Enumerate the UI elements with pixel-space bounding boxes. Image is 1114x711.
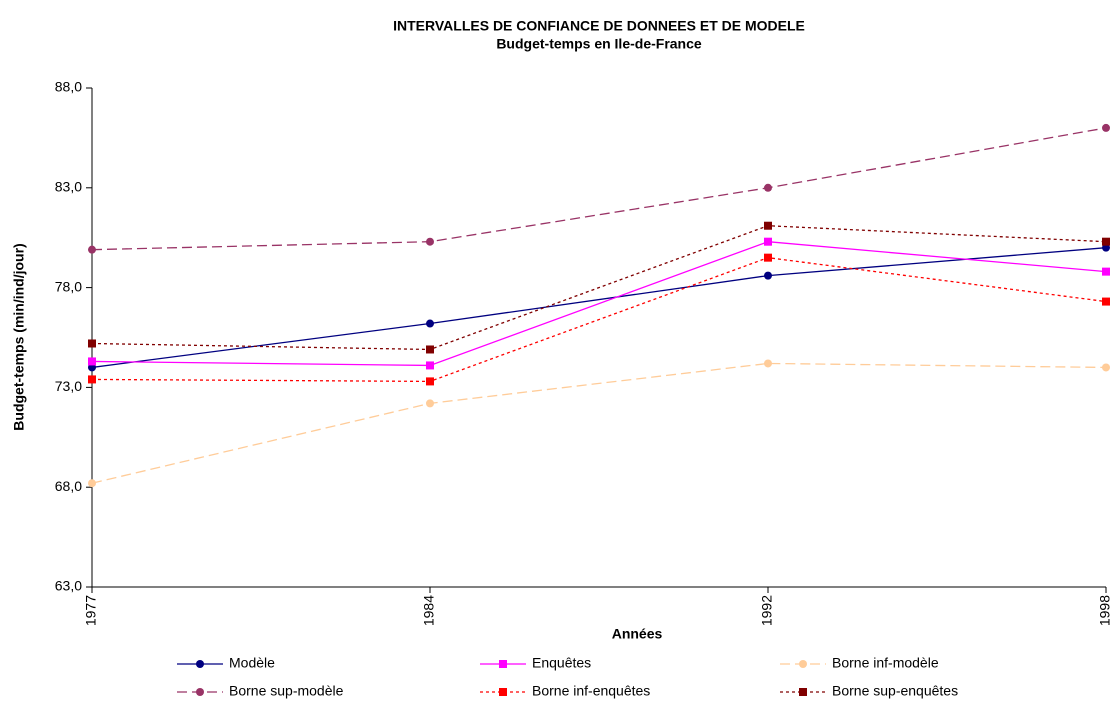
- data-point: [426, 319, 434, 328]
- legend-marker: [799, 688, 807, 696]
- data-point: [88, 245, 96, 254]
- legend-label: Borne sup-enquêtes: [832, 683, 958, 699]
- data-point: [1102, 237, 1110, 246]
- data-point: [426, 237, 434, 246]
- data-point: [88, 339, 96, 348]
- data-point: [764, 271, 772, 280]
- legend-label: Borne inf-modèle: [832, 655, 939, 671]
- data-point: [88, 479, 96, 488]
- series-line: [91, 247, 1107, 369]
- x-tick-label: 1984: [421, 595, 437, 626]
- y-axis-label: Budget-temps (min/ind/jour): [11, 243, 27, 430]
- data-point: [1102, 297, 1110, 306]
- series-line: [91, 225, 1107, 351]
- y-tick-label: 78,0: [55, 278, 82, 294]
- x-tick-label: 1992: [759, 595, 775, 626]
- legend-label: Borne sup-modèle: [229, 683, 344, 699]
- data-point: [764, 221, 772, 230]
- data-point: [88, 357, 96, 366]
- data-point: [764, 253, 772, 262]
- data-point: [426, 345, 434, 354]
- chart-subtitle: Budget-temps en Ile-de-France: [496, 36, 702, 52]
- legend-marker: [499, 688, 507, 696]
- data-point: [764, 183, 772, 192]
- series-line: [91, 127, 1107, 251]
- series-line: [91, 256, 1107, 383]
- data-point: [88, 375, 96, 384]
- x-axis-label: Années: [612, 626, 663, 642]
- data-point: [1102, 123, 1110, 132]
- data-point: [426, 361, 434, 370]
- legend-marker: [196, 688, 204, 696]
- data-point: [426, 399, 434, 408]
- legend-marker: [499, 660, 507, 668]
- y-tick-label: 63,0: [55, 578, 82, 594]
- data-point: [1102, 267, 1110, 276]
- y-tick-label: 73,0: [55, 378, 82, 394]
- y-tick-label: 83,0: [55, 179, 82, 195]
- data-point: [426, 377, 434, 386]
- y-tick-label: 68,0: [55, 478, 82, 494]
- legend-label: Borne inf-enquêtes: [532, 683, 650, 699]
- data-point: [764, 237, 772, 246]
- legend-marker: [799, 660, 807, 668]
- legend-label: Enquêtes: [532, 655, 591, 671]
- legend-marker: [196, 660, 204, 668]
- series-line: [91, 241, 1107, 367]
- x-tick-label: 1977: [83, 595, 99, 626]
- data-point: [1102, 363, 1110, 372]
- y-tick-label: 88,0: [55, 79, 82, 95]
- x-tick-label: 1998: [1097, 595, 1113, 626]
- series-line: [91, 362, 1107, 484]
- chart-title: INTERVALLES DE CONFIANCE DE DONNEES ET D…: [393, 18, 805, 34]
- data-point: [764, 359, 772, 368]
- legend-label: Modèle: [229, 655, 275, 671]
